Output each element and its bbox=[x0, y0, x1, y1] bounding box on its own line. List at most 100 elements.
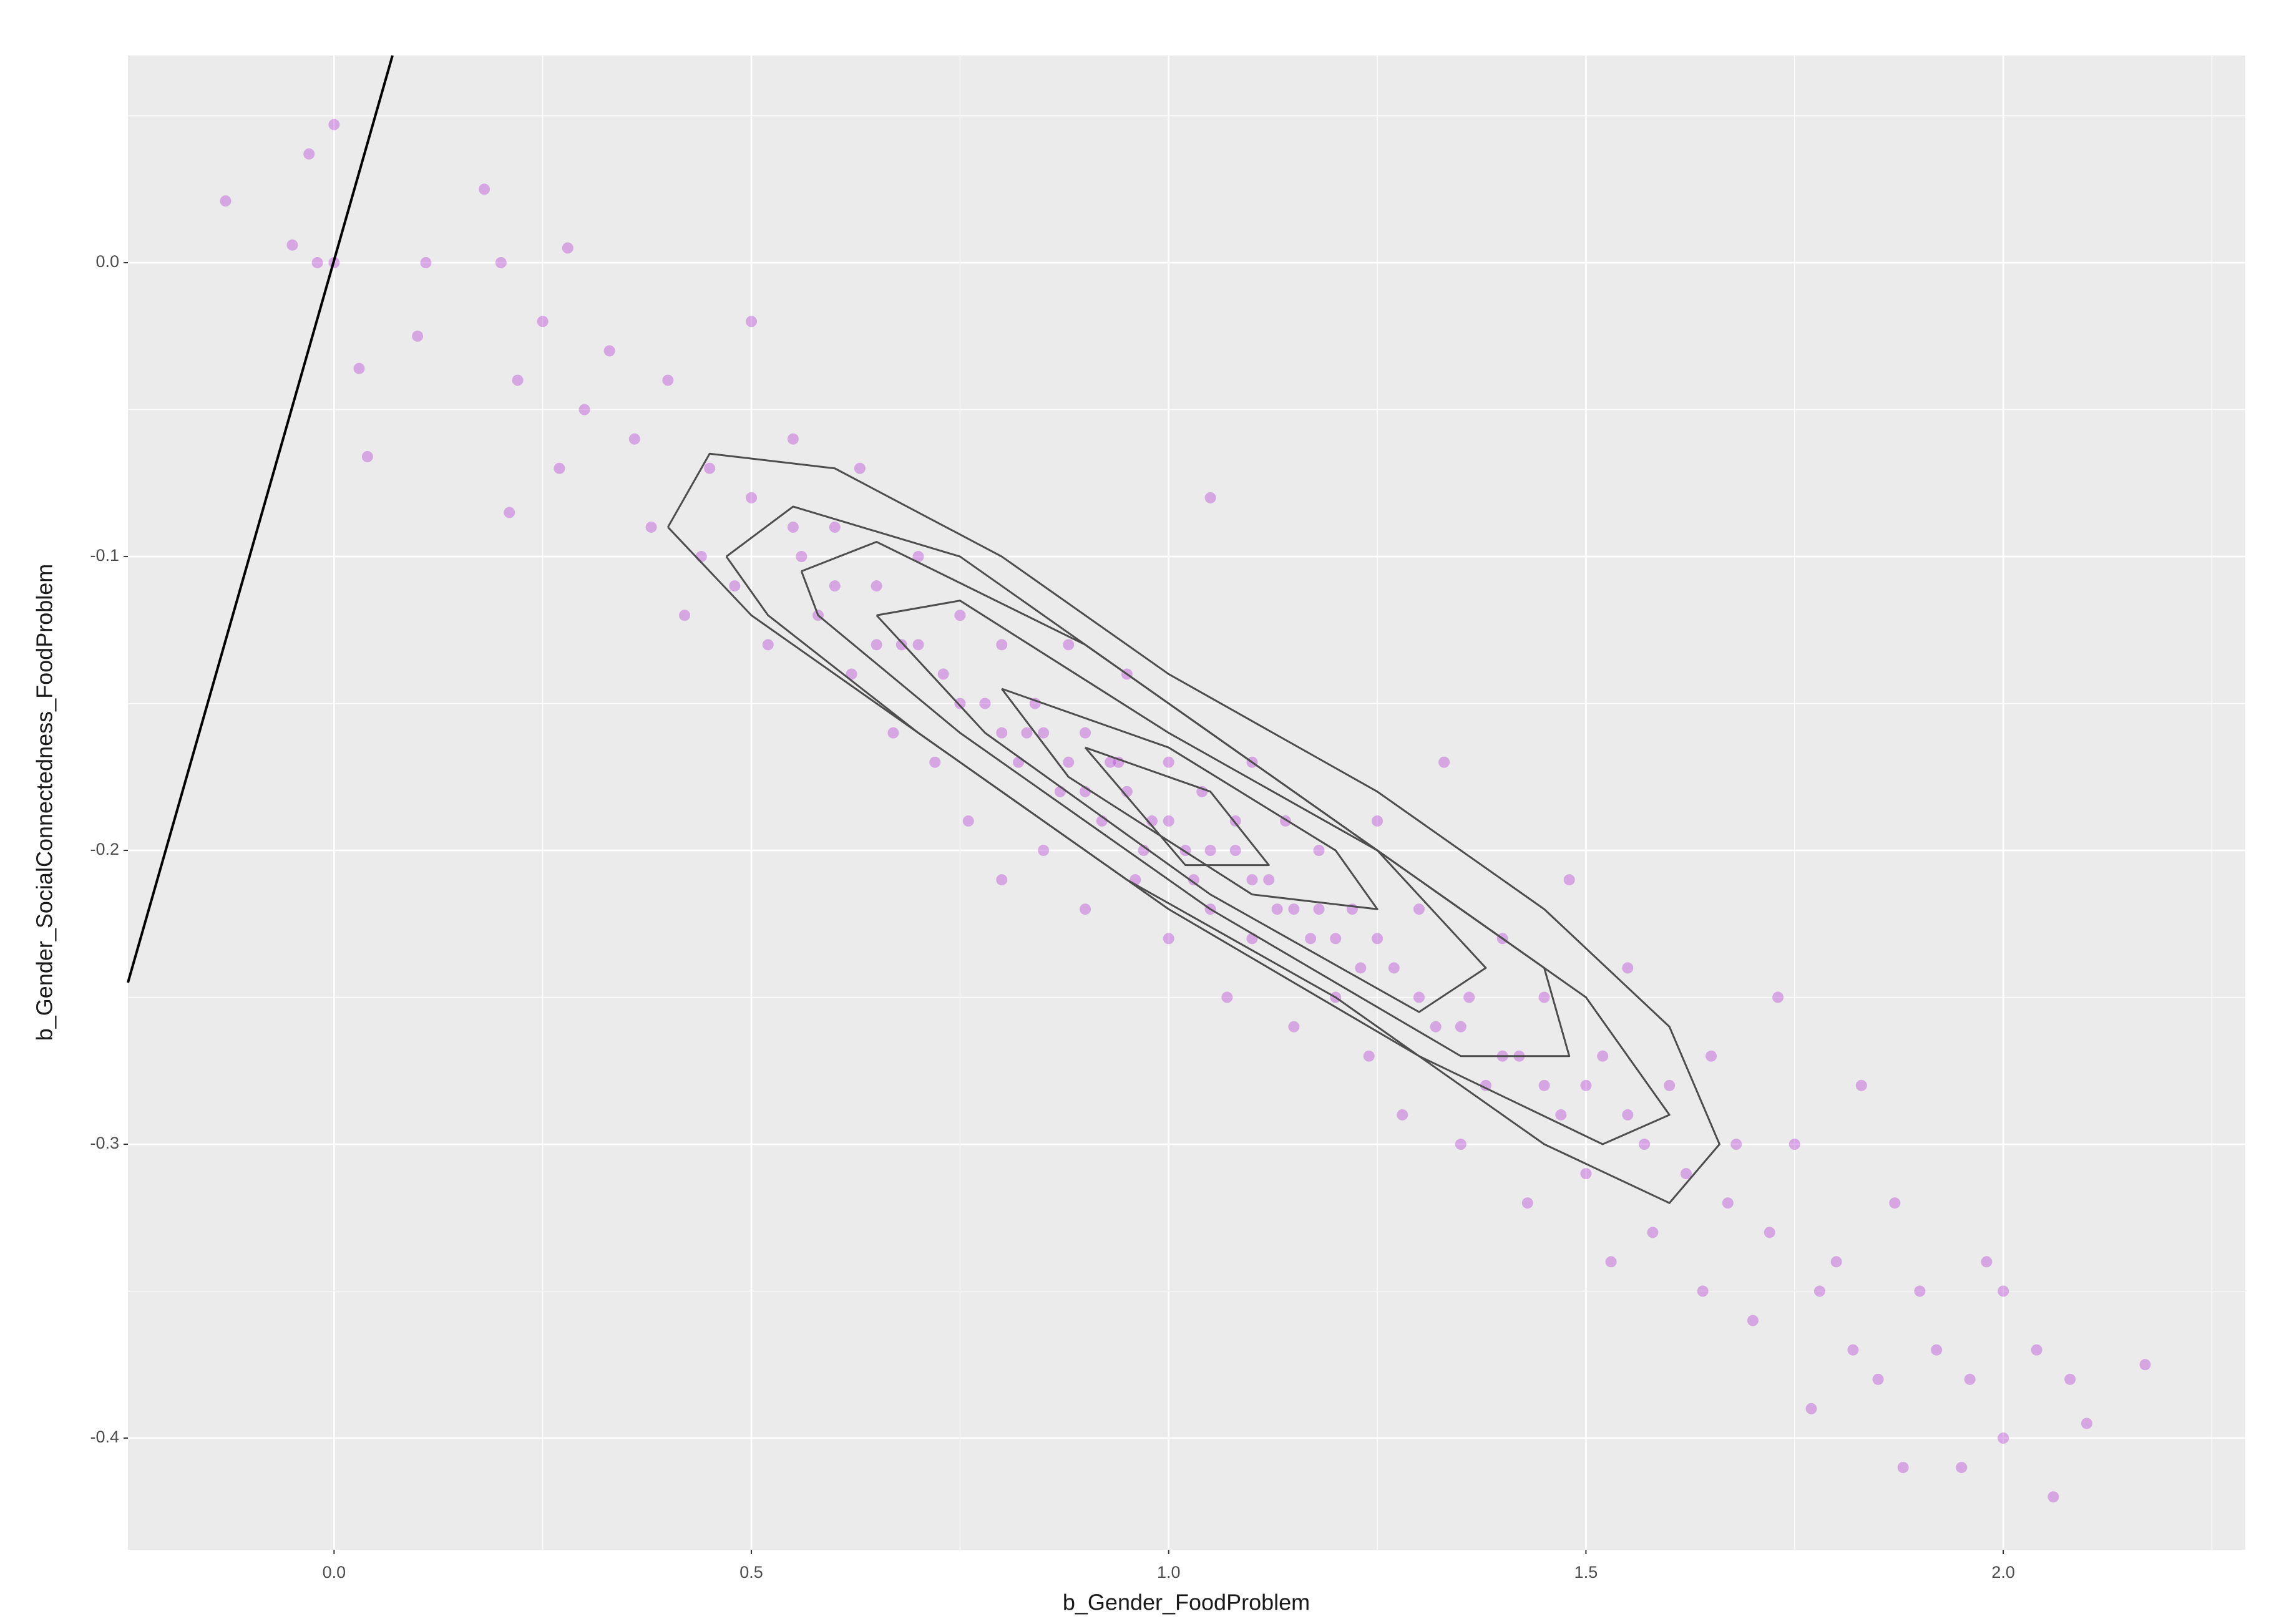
point bbox=[2031, 1344, 2042, 1356]
point bbox=[1455, 1021, 1466, 1033]
x-tick-label: 2.0 bbox=[1991, 1563, 2015, 1582]
point bbox=[1271, 903, 1283, 915]
point bbox=[679, 610, 691, 621]
point bbox=[578, 404, 590, 416]
point bbox=[796, 551, 808, 563]
point bbox=[495, 257, 507, 269]
y-tick-label: -0.3 bbox=[90, 1134, 119, 1152]
point bbox=[1313, 903, 1325, 915]
point bbox=[954, 698, 966, 709]
point bbox=[1413, 991, 1425, 1003]
point bbox=[1813, 1285, 1825, 1297]
point bbox=[704, 462, 716, 474]
point bbox=[328, 119, 340, 130]
point bbox=[554, 462, 565, 474]
x-tick-label: 1.5 bbox=[1574, 1563, 1598, 1582]
point bbox=[746, 492, 758, 503]
x-tick-label: 1.0 bbox=[1157, 1563, 1181, 1582]
point bbox=[303, 148, 315, 160]
point bbox=[1597, 1050, 1609, 1062]
point bbox=[996, 727, 1008, 739]
point bbox=[871, 639, 882, 651]
point bbox=[887, 727, 899, 739]
point bbox=[1855, 1079, 1867, 1091]
density-contour bbox=[1001, 688, 1379, 910]
point bbox=[979, 698, 991, 709]
point bbox=[746, 316, 758, 328]
y-tick-label: 0.0 bbox=[95, 252, 119, 271]
point bbox=[1063, 756, 1075, 768]
point bbox=[2064, 1373, 2076, 1385]
point bbox=[1872, 1373, 1884, 1385]
point bbox=[1438, 756, 1450, 768]
point bbox=[1021, 727, 1033, 739]
point bbox=[996, 639, 1008, 651]
point bbox=[504, 507, 515, 518]
point bbox=[1538, 1079, 1550, 1091]
point bbox=[1931, 1344, 1943, 1356]
point bbox=[1163, 933, 1174, 945]
point bbox=[1580, 1079, 1592, 1091]
point bbox=[1747, 1315, 1759, 1326]
point bbox=[479, 183, 490, 195]
density-contour bbox=[876, 600, 1487, 1013]
point bbox=[846, 668, 857, 680]
point bbox=[1964, 1373, 1976, 1385]
point bbox=[1998, 1432, 2009, 1444]
point bbox=[1563, 874, 1575, 886]
panel bbox=[128, 56, 2245, 1550]
point bbox=[1372, 815, 1383, 827]
point bbox=[787, 433, 799, 445]
point bbox=[1330, 933, 1342, 945]
y-tick-label: -0.4 bbox=[90, 1427, 119, 1446]
point bbox=[871, 580, 882, 592]
point bbox=[512, 374, 524, 386]
point bbox=[912, 639, 924, 651]
point bbox=[1805, 1403, 1817, 1414]
point bbox=[787, 521, 799, 533]
point bbox=[353, 362, 365, 374]
point bbox=[1363, 1050, 1375, 1062]
point bbox=[1263, 874, 1275, 886]
point bbox=[2139, 1359, 2151, 1371]
point bbox=[1063, 639, 1075, 651]
point bbox=[1288, 903, 1300, 915]
point bbox=[1664, 1079, 1676, 1091]
point bbox=[729, 580, 741, 592]
point bbox=[1580, 1168, 1592, 1180]
point bbox=[1847, 1344, 1859, 1356]
density-contour bbox=[1084, 746, 1270, 867]
point bbox=[1430, 1021, 1442, 1033]
point bbox=[2047, 1491, 2059, 1503]
density-contour bbox=[800, 540, 1571, 1058]
point bbox=[1105, 756, 1116, 768]
point bbox=[1639, 1139, 1651, 1150]
point bbox=[562, 242, 573, 254]
point bbox=[1722, 1197, 1734, 1209]
point bbox=[2081, 1417, 2092, 1429]
x-axis-title: b_Gender_FoodProblem bbox=[1063, 1590, 1310, 1615]
point bbox=[1080, 727, 1091, 739]
point bbox=[1480, 1079, 1491, 1091]
y-tick-label: -0.1 bbox=[90, 546, 119, 565]
point bbox=[1080, 903, 1091, 915]
x-tick-label: 0.0 bbox=[323, 1563, 346, 1582]
point bbox=[1204, 492, 1216, 503]
point bbox=[645, 521, 657, 533]
point bbox=[1188, 874, 1199, 886]
point bbox=[361, 450, 373, 462]
point bbox=[962, 815, 974, 827]
point bbox=[1221, 991, 1233, 1003]
point bbox=[1038, 845, 1050, 857]
point bbox=[420, 257, 432, 269]
point bbox=[1305, 933, 1317, 945]
point bbox=[286, 239, 298, 251]
point bbox=[1521, 1197, 1533, 1209]
point bbox=[1622, 1109, 1634, 1121]
point bbox=[1622, 962, 1634, 974]
point bbox=[1463, 991, 1475, 1003]
point bbox=[1246, 874, 1258, 886]
density-contour bbox=[725, 505, 1671, 1145]
